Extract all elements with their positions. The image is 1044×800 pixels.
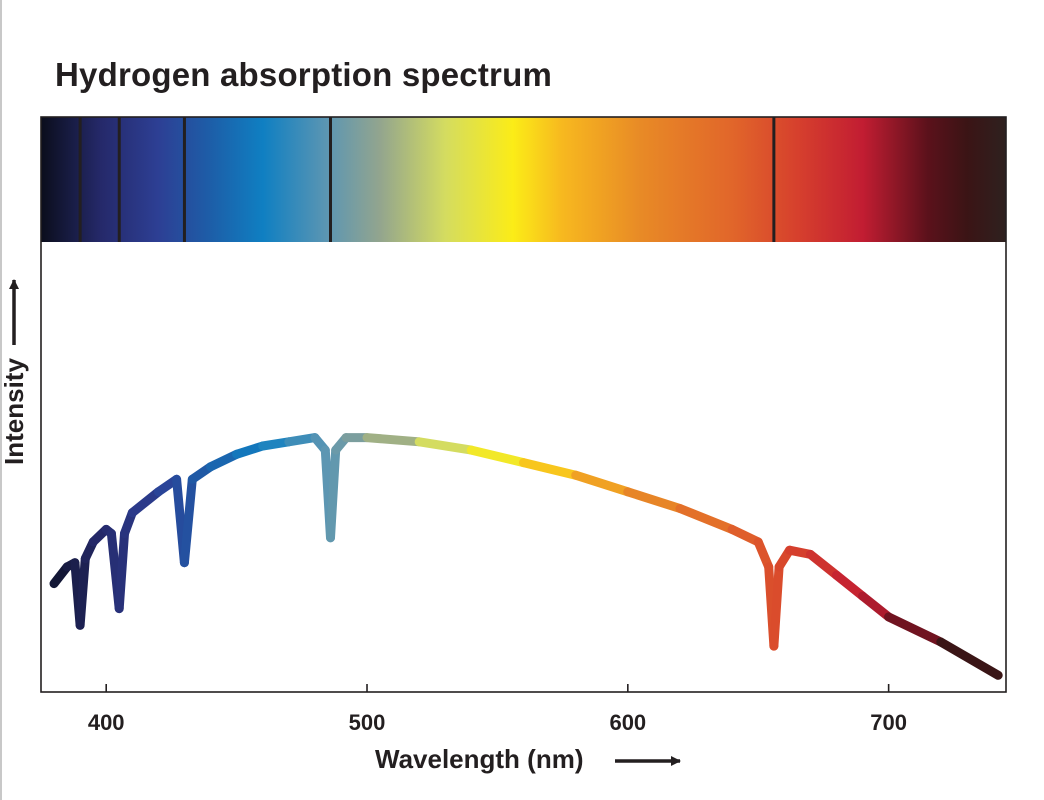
y-axis-label: Intensity [0, 358, 29, 465]
x-tick-label: 400 [88, 710, 125, 735]
curve-segment [858, 591, 894, 622]
curve-segment [362, 433, 424, 447]
x-axis-ticks: 400 500 600 700 [88, 684, 907, 735]
plot-frame [40, 116, 1007, 693]
x-tick-label: 600 [609, 710, 646, 735]
chart-title: Hydrogen absorption spectrum [55, 56, 552, 93]
intensity-curve [49, 433, 1003, 680]
x-axis-label: Wavelength (nm) [375, 744, 583, 774]
curve-segment [753, 537, 774, 572]
x-tick-label: 500 [349, 710, 386, 735]
curve-segment [114, 529, 129, 614]
curve-segment [326, 445, 341, 543]
curve-segment [936, 637, 1003, 680]
curve-segment [206, 449, 242, 472]
curve-segment [232, 441, 268, 459]
curve-segment [805, 549, 841, 580]
curve-segment [179, 474, 197, 568]
curve-segment [127, 487, 163, 518]
curve-segment [832, 570, 868, 601]
curve-segment [675, 504, 737, 534]
spectrum-band [41, 117, 1006, 242]
curve-segment [75, 554, 90, 630]
curve-segment [571, 470, 633, 497]
curve-segment [727, 524, 763, 547]
curve-segment [466, 445, 528, 468]
page-left-border [0, 0, 2, 800]
curve-segment [769, 562, 784, 651]
y-axis-label-group: Intensity [0, 358, 29, 465]
curve-segment [519, 458, 581, 480]
absorption-lines [78, 117, 776, 242]
x-tick-label: 700 [870, 710, 907, 735]
curve-segment [623, 487, 685, 513]
curve-segment [414, 437, 476, 455]
curve-segment [884, 612, 946, 647]
